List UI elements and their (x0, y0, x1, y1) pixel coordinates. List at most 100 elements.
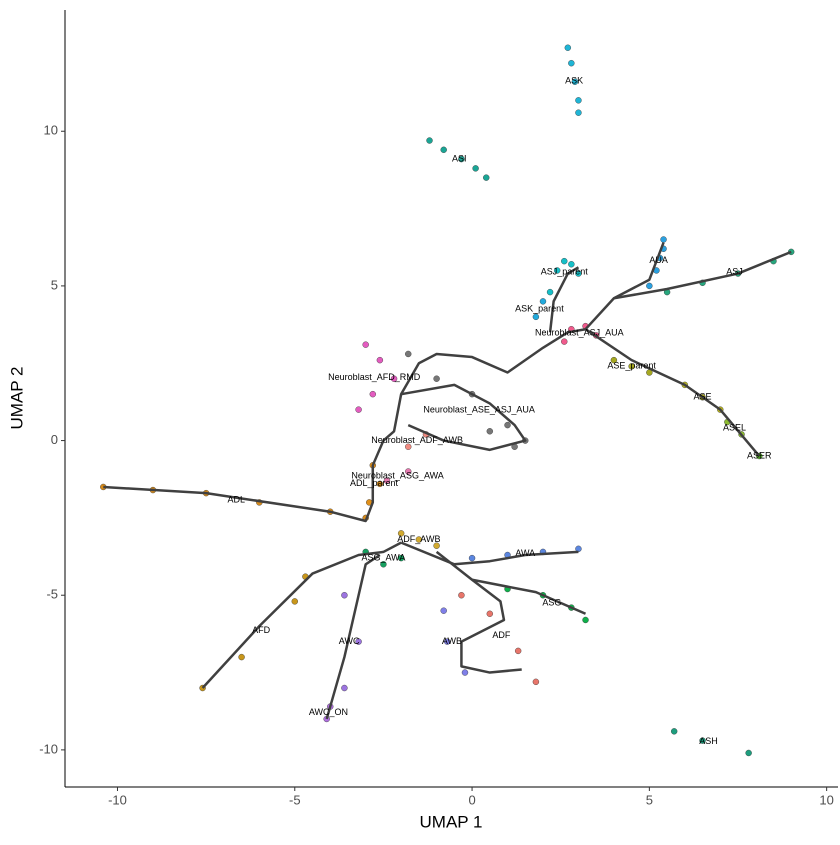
cell-point (291, 598, 298, 605)
cell-point (458, 592, 465, 599)
cell-point (440, 607, 447, 614)
y-tick-label: 0 (51, 432, 58, 447)
trajectory (382, 327, 586, 442)
cell-point (468, 554, 476, 562)
cluster-label: Neuroblast_AFD_RMD (328, 372, 421, 382)
trajectory (400, 541, 579, 566)
cell-point (670, 728, 678, 735)
cell-point (405, 350, 412, 358)
trajectory (103, 440, 385, 523)
cell-point (397, 554, 405, 562)
y-tick-label: 10 (44, 123, 58, 138)
cell-point (745, 749, 752, 757)
cell-point (553, 267, 561, 274)
cell-point (376, 356, 384, 364)
cell-point (486, 610, 493, 617)
cluster-label: ASK_parent (515, 303, 564, 313)
x-tick-label: -5 (289, 792, 301, 807)
cell-point (699, 737, 706, 744)
cell-point (238, 653, 245, 661)
cell-point (380, 561, 387, 568)
cluster-label: ADF_AWB (397, 534, 440, 544)
cell-point (504, 421, 511, 429)
cell-point (472, 165, 479, 172)
y-axis-title: UMAP 2 (7, 367, 26, 430)
cell-point (483, 174, 490, 181)
y-tick-label: -10 (39, 741, 58, 756)
trajectory (584, 328, 761, 457)
cell-point (561, 338, 568, 345)
cluster-label: ADL_parent (350, 478, 399, 488)
cell-point (405, 443, 412, 450)
trajectory (548, 266, 580, 333)
cell-point (341, 684, 348, 692)
cell-point (575, 109, 582, 116)
cell-point (582, 616, 589, 624)
cell-point (561, 257, 568, 265)
cell-point (397, 530, 405, 537)
cell-point (568, 261, 575, 268)
cell-point (369, 390, 376, 398)
cluster-label: ASK (565, 76, 583, 86)
cell-point (433, 542, 440, 549)
cell-point (440, 146, 447, 154)
cell-point (458, 155, 465, 163)
cell-point (405, 468, 412, 475)
cluster-label: Neuroblast_ASE_ASJ_AUA (423, 404, 535, 414)
cluster-label: Neuroblast_ADF_AWB (371, 435, 463, 445)
y-tick-label: 5 (51, 277, 58, 292)
cell-point (628, 363, 635, 370)
cell-point (532, 678, 540, 686)
cell-point (564, 44, 572, 51)
cell-point (362, 341, 369, 348)
cell-point (415, 536, 423, 543)
cell-point (486, 428, 493, 435)
x-tick-label: 5 (646, 792, 653, 807)
cluster-label: ASG (542, 597, 561, 607)
trajectory (201, 541, 402, 689)
x-axis-title: UMAP 1 (420, 812, 483, 831)
cell-point (568, 60, 575, 67)
cluster-label: AWC_ON (309, 707, 348, 717)
cluster-label: ASI (452, 153, 467, 163)
cell-point (575, 270, 582, 277)
trajectory (471, 578, 587, 615)
cell-point (514, 647, 522, 655)
cluster-label: ASJ_parent (541, 267, 589, 277)
cluster-label: ASE (694, 392, 712, 402)
cell-point (539, 298, 547, 305)
cluster-label: Neuroblast_ASG_AWA (351, 471, 443, 481)
trajectory (400, 383, 527, 452)
cell-point (376, 480, 384, 488)
cluster-label: ASE_parent (607, 361, 656, 371)
cell-point (355, 406, 362, 413)
x-tick-label: 10 (819, 792, 833, 807)
cell-point (433, 375, 440, 382)
cluster-label: ASH (699, 736, 718, 746)
cell-point (610, 356, 618, 364)
cluster-label: AWC (339, 636, 360, 646)
cell-point (341, 592, 348, 599)
cluster-label: ADF (492, 630, 511, 640)
y-tick-label: -5 (46, 587, 58, 602)
cluster-label: AWA (515, 548, 535, 558)
cell-point (575, 545, 582, 553)
cell-point (355, 638, 362, 645)
cluster-label: ASG_AWA (361, 552, 405, 562)
cluster-label: AWB (442, 636, 462, 646)
cluster-label: Neuroblast_ASJ_AUA (535, 327, 624, 337)
cell-point (390, 375, 398, 382)
cell-point (660, 236, 667, 243)
trajectory (613, 242, 665, 300)
cell-point (532, 313, 540, 321)
cluster-label: ASJ (726, 267, 743, 277)
cluster-label: ADL (228, 495, 246, 505)
cluster-label: ASEL (723, 423, 746, 433)
trajectory (435, 550, 522, 674)
x-tick-label: 0 (468, 792, 475, 807)
cell-point (383, 477, 391, 484)
cluster-label: AUA (649, 255, 668, 265)
cell-point (461, 669, 469, 676)
